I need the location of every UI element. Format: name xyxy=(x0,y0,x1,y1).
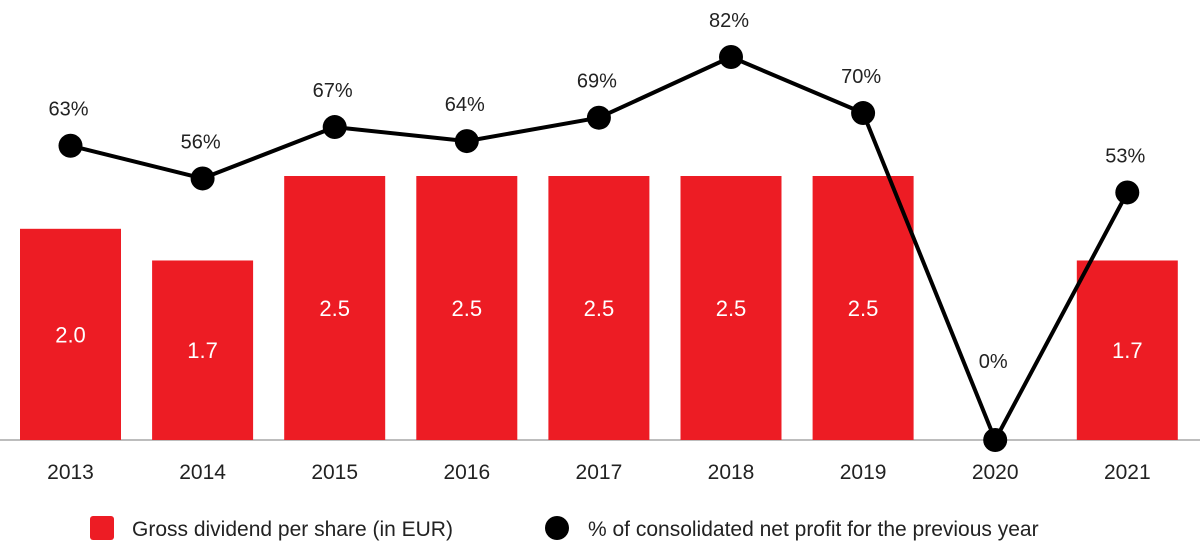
x-label-2018: 2018 xyxy=(708,461,755,484)
bar-2013 xyxy=(20,228,121,440)
percent-label-2019: 70% xyxy=(841,66,881,88)
percent-label-2015: 67% xyxy=(313,80,353,102)
x-label-2020: 2020 xyxy=(972,461,1019,484)
bar-value-label-2021: 1.7 xyxy=(1112,338,1143,363)
percent-points xyxy=(58,45,1140,452)
point-2015 xyxy=(322,115,347,140)
x-label-2015: 2015 xyxy=(311,461,358,484)
bar-2015 xyxy=(284,176,386,440)
point-2018 xyxy=(719,45,743,69)
bar-value-label-2019: 2.5 xyxy=(848,296,879,321)
percent-label-2018: 82% xyxy=(709,10,749,32)
x-axis-labels: 2013 2014 2015 2016 2017 2018 2019 2020 2021 xyxy=(47,461,1151,484)
bar-2018 xyxy=(680,176,782,440)
percent-label-2020: 0% xyxy=(979,351,1008,373)
x-label-2021: 2021 xyxy=(1104,461,1151,484)
bar-2016 xyxy=(416,176,518,440)
x-label-2016: 2016 xyxy=(443,461,490,484)
legend-bar-swatch xyxy=(90,516,114,540)
bar-value-labels: 2.0 1.7 2.5 2.5 2.5 2.5 2.5 1.7 xyxy=(55,296,1142,363)
point-2021 xyxy=(1115,180,1140,205)
percent-label-2016: 64% xyxy=(445,94,485,116)
percent-label-2013: 63% xyxy=(48,99,88,121)
bar-value-label-2014: 1.7 xyxy=(187,338,218,363)
bar-series xyxy=(20,176,1178,440)
bar-value-label-2013: 2.0 xyxy=(55,322,86,347)
point-2016 xyxy=(454,129,479,154)
legend-line-swatch xyxy=(545,516,569,540)
point-2019 xyxy=(851,101,876,126)
percent-label-2021: 53% xyxy=(1105,145,1145,167)
bar-value-label-2015: 2.5 xyxy=(319,296,350,321)
x-label-2019: 2019 xyxy=(840,461,887,484)
bar-value-label-2018: 2.5 xyxy=(716,296,747,321)
bar-2014 xyxy=(152,260,254,440)
legend: Gross dividend per share (in EUR) % of c… xyxy=(90,516,1039,541)
bar-value-label-2017: 2.5 xyxy=(584,296,615,321)
point-2013 xyxy=(58,133,83,158)
bar-2017 xyxy=(548,176,650,440)
bar-2019 xyxy=(812,176,914,440)
point-2017 xyxy=(586,105,611,130)
percent-label-2014: 56% xyxy=(181,131,221,153)
x-label-2014: 2014 xyxy=(179,461,226,484)
legend-line-label: % of consolidated net profit for the pre… xyxy=(588,518,1039,541)
bar-value-label-2016: 2.5 xyxy=(452,296,483,321)
legend-bar-label: Gross dividend per share (in EUR) xyxy=(132,518,453,541)
point-2014 xyxy=(190,166,215,191)
percent-label-2017: 69% xyxy=(577,71,617,93)
percent-labels: 63% 56% 67% 64% 69% 82% 70% 0% 53% xyxy=(48,10,1145,373)
bar-2021 xyxy=(1076,260,1178,440)
point-2020 xyxy=(983,428,1008,452)
x-label-2013: 2013 xyxy=(47,461,94,484)
x-label-2017: 2017 xyxy=(576,461,623,484)
